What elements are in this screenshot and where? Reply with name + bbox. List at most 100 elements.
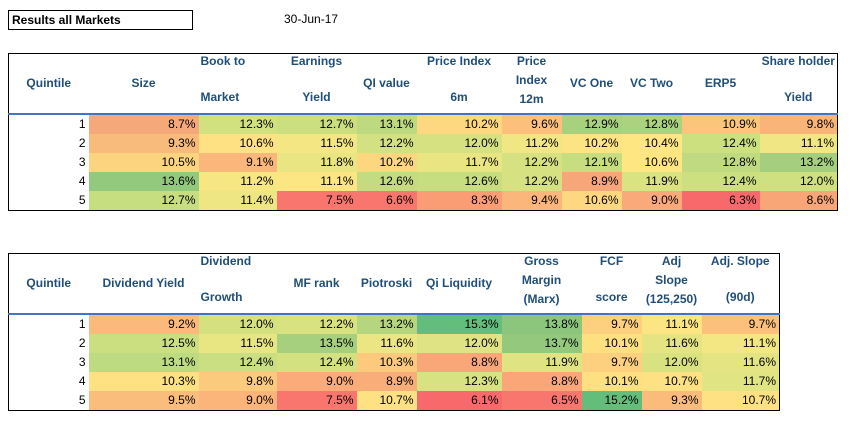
value-cell: 15.3% xyxy=(416,313,502,334)
value-cell: 10.9% xyxy=(681,113,760,134)
value-cell: 9.6% xyxy=(501,113,562,134)
value-cell: 12.8% xyxy=(621,113,682,134)
value-cell: 6.1% xyxy=(416,390,502,410)
header-price-index-6m: Price Index 6m xyxy=(416,53,502,115)
report-date: 30-Jun-17 xyxy=(284,12,339,26)
report-title: Results all Markets xyxy=(8,10,193,30)
header-adj-slope: Adj Slope (125,250) xyxy=(641,253,702,315)
value-cell: 11.2% xyxy=(198,171,277,191)
value-cell: 11.1% xyxy=(759,133,838,153)
table-row: 1 9.2% 12.0% 12.2% 13.2% 15.3% 13.8% 9.7% 11.1% 9… xyxy=(9,313,780,334)
value-cell: 6.6% xyxy=(356,190,417,210)
quintile-cell: 3 xyxy=(78,355,86,369)
table-row: 4 13.6% 11.2% 11.1% 12.6% 12.6% 12.2% 8.9% 11.9%… xyxy=(9,171,838,191)
value-cell: 8.6% xyxy=(759,190,838,210)
value-cell: 7.5% xyxy=(276,190,357,210)
value-cell: 9.2% xyxy=(88,313,199,334)
header-vc-one: VC One xyxy=(561,53,622,115)
value-cell: 10.7% xyxy=(356,390,417,410)
quintile-cell: 4 xyxy=(78,374,86,388)
value-cell: 12.0% xyxy=(198,313,277,334)
value-cell: 12.4% xyxy=(681,133,760,153)
value-cell: 13.2% xyxy=(759,152,838,172)
value-cell: 12.0% xyxy=(416,333,502,353)
value-cell: 9.0% xyxy=(198,390,277,410)
value-cell: 9.8% xyxy=(759,113,838,134)
header-dividend-yield: Dividend Yield xyxy=(88,253,199,315)
value-cell: 12.4% xyxy=(198,352,277,372)
value-cell: 12.6% xyxy=(416,171,502,191)
value-cell: 10.3% xyxy=(88,371,199,391)
value-cell: 13.8% xyxy=(501,313,582,334)
value-cell: 12.1% xyxy=(561,152,622,172)
value-cell: 12.0% xyxy=(759,171,838,191)
value-cell: 12.3% xyxy=(198,113,277,134)
value-cell: 10.6% xyxy=(621,152,682,172)
value-cell: 12.5% xyxy=(88,333,199,353)
header-gross-margin: Gross Margin (Marx) xyxy=(501,253,582,315)
quintile-cell: 1 xyxy=(78,317,86,331)
value-cell: 10.1% xyxy=(581,333,642,353)
value-cell: 12.0% xyxy=(641,352,702,372)
value-cell: 11.9% xyxy=(501,352,582,372)
value-cell: 11.2% xyxy=(501,133,562,153)
value-cell: 12.0% xyxy=(416,133,502,153)
header-qi-value: QI value xyxy=(356,53,417,115)
header-qi-liquidity: Qi Liquidity xyxy=(416,253,502,315)
value-cell: 12.2% xyxy=(276,313,357,334)
quintile-cell: 4 xyxy=(78,174,86,188)
header-mf-rank: MF rank xyxy=(276,253,357,315)
value-cell: 12.7% xyxy=(276,113,357,134)
header-quintile: Quintile xyxy=(8,253,89,315)
value-cell: 11.1% xyxy=(641,313,702,334)
value-cell: 12.4% xyxy=(681,171,760,191)
value-cell: 11.9% xyxy=(621,171,682,191)
table-row: 3 13.1% 12.4% 12.4% 10.3% 8.8% 11.9% 9.7% 12.0% 1… xyxy=(9,352,780,372)
header-price-index-12m: Price Index 12m xyxy=(501,53,562,115)
value-cell: 10.2% xyxy=(416,113,502,134)
value-cell: 13.7% xyxy=(501,333,582,353)
value-cell: 11.8% xyxy=(276,152,357,172)
quintile-cell: 2 xyxy=(78,136,86,150)
value-cell: 8.8% xyxy=(501,371,582,391)
value-cell: 13.1% xyxy=(356,113,417,134)
quintile-cell: 5 xyxy=(78,393,86,407)
value-cell: 11.4% xyxy=(198,190,277,210)
header-shareholder-yield: Share holder Yield xyxy=(759,53,838,115)
value-cell: 9.0% xyxy=(276,371,357,391)
value-cell: 9.0% xyxy=(621,190,682,210)
value-cell: 11.7% xyxy=(701,371,780,391)
value-cell: 13.2% xyxy=(356,313,417,334)
value-cell: 8.3% xyxy=(416,190,502,210)
value-cell: 6.5% xyxy=(501,390,582,410)
header-quintile: Quintile xyxy=(8,53,89,115)
value-cell: 8.8% xyxy=(416,352,502,372)
value-cell: 9.8% xyxy=(198,371,277,391)
value-cell: 9.1% xyxy=(198,152,277,172)
value-cell: 10.5% xyxy=(88,152,199,172)
value-cell: 12.2% xyxy=(501,171,562,191)
header-adj-slope-90d: Adj. Slope (90d) xyxy=(701,253,780,315)
quintile-cell: 3 xyxy=(78,155,86,169)
value-cell: 13.1% xyxy=(88,352,199,372)
value-cell: 7.5% xyxy=(276,390,357,410)
value-cell: 12.8% xyxy=(681,152,760,172)
results-table-2: Quintile Dividend Yield Dividend Growth M… xyxy=(8,253,780,411)
value-cell: 9.5% xyxy=(88,390,199,410)
value-cell: 10.6% xyxy=(561,190,622,210)
table-row: 2 12.5% 11.5% 13.5% 11.6% 12.0% 13.7% 10.1% 11.6… xyxy=(9,333,780,353)
header-book-to-market: Book to Market xyxy=(198,53,277,115)
header-erp5: ERP5 xyxy=(681,53,760,115)
value-cell: 8.9% xyxy=(561,171,622,191)
value-cell: 12.2% xyxy=(501,152,562,172)
value-cell: 12.4% xyxy=(276,352,357,372)
value-cell: 11.6% xyxy=(356,333,417,353)
value-cell: 9.3% xyxy=(88,133,199,153)
results-table-1: Quintile Size Book to Market Earnings Yiel… xyxy=(8,53,838,211)
table-row: 1 8.7% 12.3% 12.7% 13.1% 10.2% 9.6% 12.9% 12.8% 1… xyxy=(9,113,838,134)
value-cell: 10.2% xyxy=(356,152,417,172)
value-cell: 11.6% xyxy=(641,333,702,353)
table-row: 3 10.5% 9.1% 11.8% 10.2% 11.7% 12.2% 12.1% 10.6%… xyxy=(9,152,838,172)
value-cell: 12.3% xyxy=(416,371,502,391)
header-size: Size xyxy=(88,53,199,115)
